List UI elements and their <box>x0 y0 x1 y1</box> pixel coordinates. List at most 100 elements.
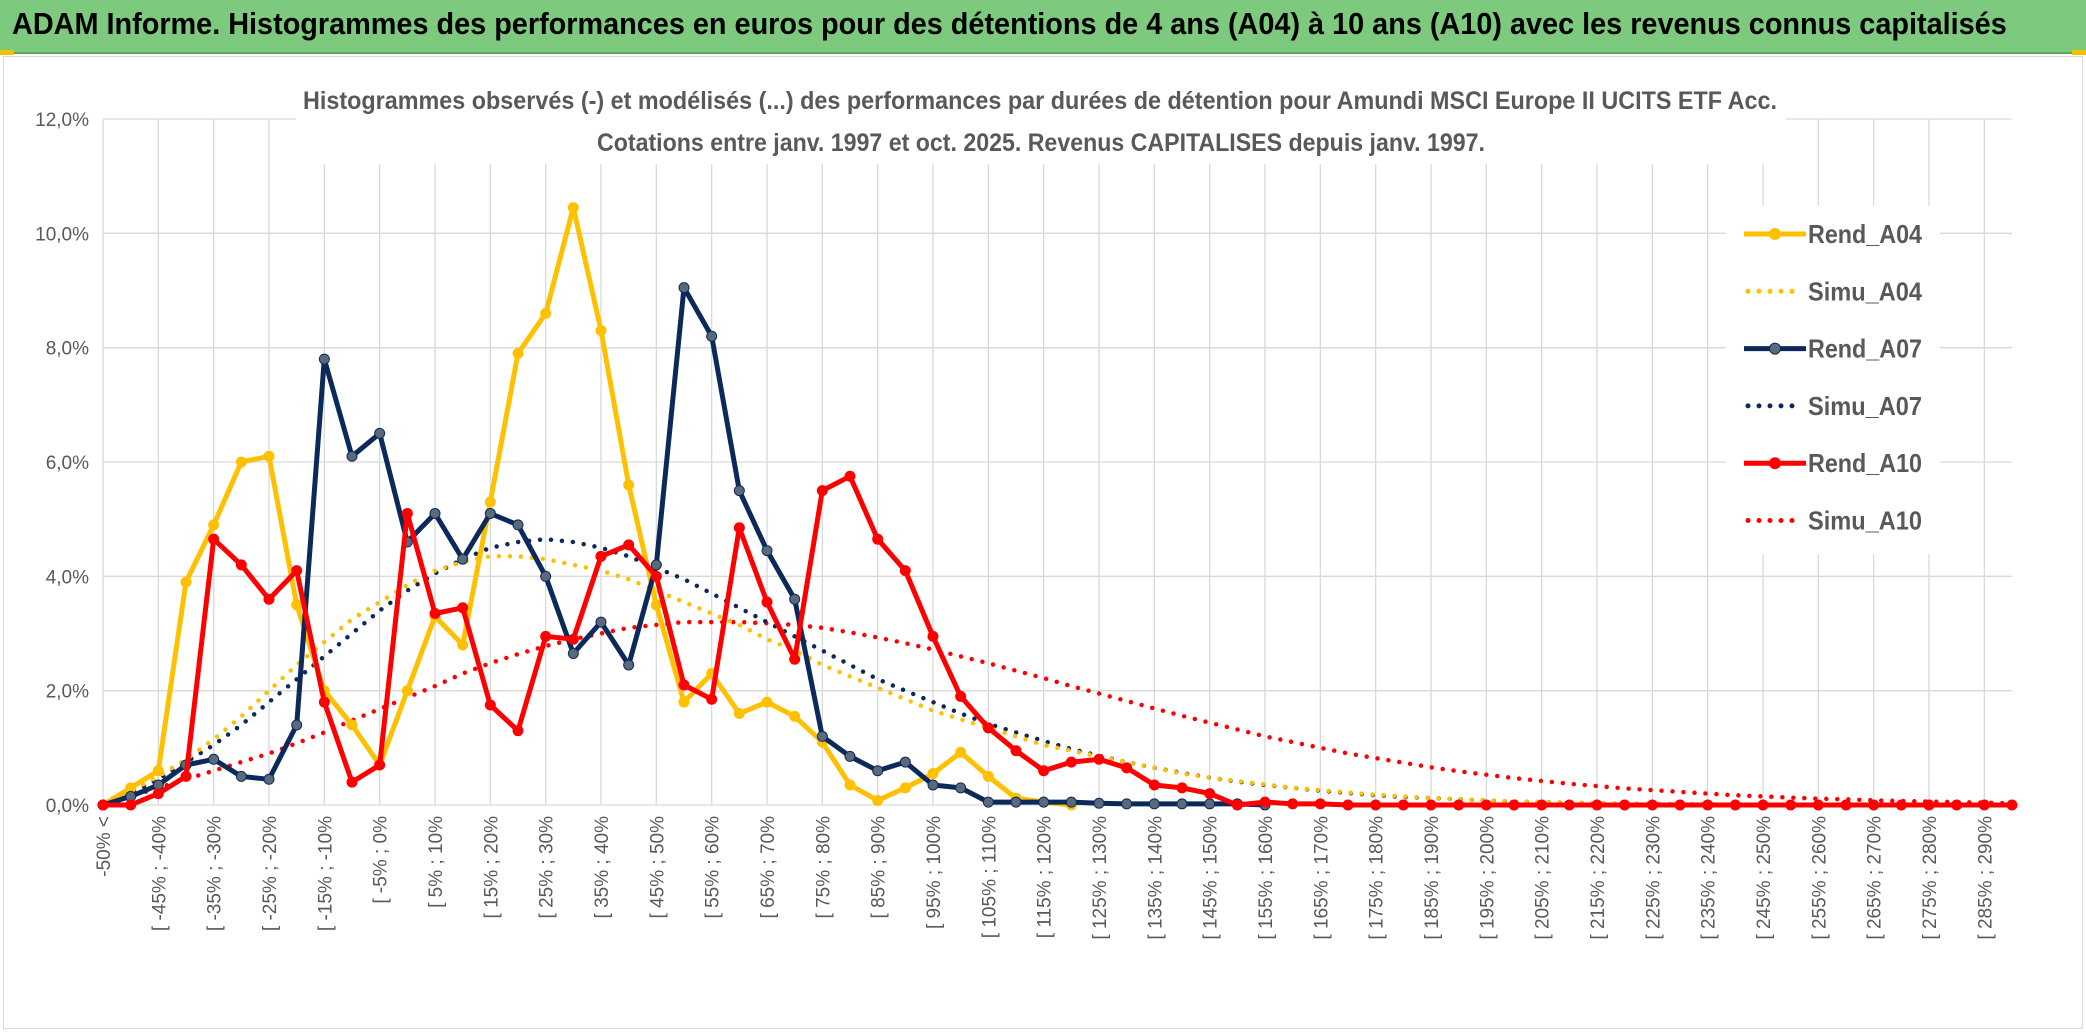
data-point-rend-a04 <box>761 696 773 708</box>
y-tick-label: 0,0% <box>46 796 89 817</box>
data-point-rend-a07 <box>318 353 330 365</box>
data-point-rend-a10 <box>1397 799 1409 811</box>
data-point-rend-a10 <box>1425 799 1437 811</box>
x-tick-label: [ 55% ; 60% <box>703 816 724 919</box>
x-tick-label: [ -45% ; -40% <box>149 816 170 931</box>
data-point-rend-a10 <box>1729 799 1741 811</box>
data-point-rend-a04 <box>650 599 662 611</box>
chart-frame <box>3 56 2083 1029</box>
x-tick-label: [ 185% ; 190% <box>1422 816 1443 940</box>
data-point-rend-a07 <box>374 427 386 439</box>
data-point-rend-a07 <box>291 719 303 731</box>
data-point-rend-a10 <box>955 690 967 702</box>
data-point-rend-a04 <box>982 770 994 782</box>
legend-label-rend-a04: Rend_A04 <box>1808 219 1922 249</box>
y-tick-label: 8,0% <box>46 339 89 360</box>
data-point-rend-a10 <box>1785 799 1797 811</box>
data-point-rend-a04 <box>263 450 275 462</box>
data-point-rend-a07 <box>1010 796 1022 808</box>
data-point-rend-a10 <box>1121 762 1133 774</box>
data-point-rend-a10 <box>1176 782 1188 794</box>
data-point-rend-a10 <box>457 602 469 614</box>
x-tick-label: [ 35% ; 40% <box>592 816 613 919</box>
data-point-rend-a10 <box>152 788 164 800</box>
data-point-rend-a10 <box>1563 799 1575 811</box>
data-point-rend-a07 <box>678 282 690 294</box>
data-point-rend-a10 <box>1757 799 1769 811</box>
data-point-rend-a07 <box>595 616 607 628</box>
data-point-rend-a10 <box>1923 799 1935 811</box>
y-tick-label: 10,0% <box>35 224 89 245</box>
y-tick-label: 12,0% <box>35 110 89 131</box>
data-point-rend-a07 <box>484 507 496 519</box>
x-tick-label: [ 285% ; 290% <box>1975 816 1996 940</box>
data-point-rend-a04 <box>595 325 607 337</box>
data-point-rend-a10 <box>180 770 192 782</box>
data-point-rend-a10 <box>567 633 579 645</box>
data-point-rend-a10 <box>899 565 911 577</box>
data-point-rend-a10 <box>816 485 828 497</box>
data-point-rend-a07 <box>733 485 745 497</box>
data-point-rend-a07 <box>789 593 801 605</box>
data-point-rend-a10 <box>1204 788 1216 800</box>
data-point-rend-a10 <box>1812 799 1824 811</box>
x-tick-label: [ 105% ; 110% <box>979 816 1000 938</box>
data-point-rend-a10 <box>374 759 386 771</box>
data-point-rend-a07 <box>346 450 358 462</box>
data-point-rend-a04 <box>623 479 635 491</box>
data-point-rend-a10 <box>1287 798 1299 810</box>
data-point-rend-a04 <box>955 746 967 758</box>
data-point-rend-a10 <box>1591 799 1603 811</box>
data-point-rend-a10 <box>1702 799 1714 811</box>
x-tick-label: [ 75% ; 80% <box>813 816 834 919</box>
data-point-rend-a10 <box>706 693 718 705</box>
data-point-rend-a10 <box>97 799 109 811</box>
data-point-rend-a04 <box>180 576 192 588</box>
x-tick-label: [ 115% ; 120% <box>1035 816 1056 938</box>
x-tick-label: [ 175% ; 180% <box>1367 816 1388 940</box>
data-point-rend-a04 <box>733 708 745 720</box>
data-point-rend-a07 <box>623 659 635 671</box>
x-tick-label: [ 275% ; 280% <box>1920 816 1941 940</box>
legend-marker-rend-a10 <box>1769 457 1781 470</box>
x-tick-label: [ 155% ; 160% <box>1256 816 1277 940</box>
data-point-rend-a10 <box>1093 753 1105 765</box>
series-line-simu-a10 <box>100 619 2015 806</box>
data-point-rend-a04 <box>457 639 469 651</box>
data-point-rend-a10 <box>429 607 441 619</box>
data-point-rend-a10 <box>1508 799 1520 811</box>
x-tick-label: [ 15% ; 20% <box>481 816 502 919</box>
x-tick-label: [ 215% ; 220% <box>1588 816 1609 940</box>
x-tick-label: [ 65% ; 70% <box>758 816 779 919</box>
data-point-rend-a10 <box>346 776 358 788</box>
chart-subtitle: Cotations entre janv. 1997 et oct. 2025.… <box>597 129 1485 157</box>
data-point-rend-a10 <box>2006 799 2018 811</box>
data-point-rend-a07 <box>1065 796 1077 808</box>
y-tick-label: 4,0% <box>46 567 89 588</box>
data-point-rend-a10 <box>733 522 745 534</box>
data-point-rend-a07 <box>1038 796 1050 808</box>
data-point-rend-a10 <box>927 630 939 642</box>
x-tick-label: [ 265% ; 270% <box>1865 816 1886 940</box>
x-tick-label: [ 235% ; 240% <box>1699 816 1720 940</box>
data-point-rend-a10 <box>1536 799 1548 811</box>
x-tick-label: [ 145% ; 150% <box>1201 816 1222 940</box>
data-point-rend-a04 <box>401 685 413 697</box>
data-point-rend-a04 <box>208 519 220 531</box>
data-point-rend-a10 <box>263 593 275 605</box>
x-tick-label: [ -5% ; 0% <box>371 816 392 904</box>
data-point-rend-a07 <box>1121 798 1133 810</box>
x-tick-label: [ 85% ; 90% <box>869 816 890 919</box>
data-point-rend-a07 <box>982 796 994 808</box>
x-tick-label: [ 125% ; 130% <box>1090 816 1111 940</box>
data-point-rend-a07 <box>235 770 247 782</box>
data-point-rend-a10 <box>844 470 856 482</box>
legend-label-simu-a07: Simu_A07 <box>1808 391 1922 421</box>
data-point-rend-a10 <box>623 539 635 551</box>
legend-marker-rend-a07 <box>1769 342 1781 355</box>
data-point-rend-a10 <box>235 559 247 571</box>
data-point-rend-a10 <box>1342 799 1354 811</box>
data-point-rend-a04 <box>899 782 911 794</box>
data-point-rend-a10 <box>318 696 330 708</box>
